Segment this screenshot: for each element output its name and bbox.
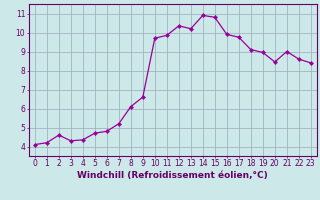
- X-axis label: Windchill (Refroidissement éolien,°C): Windchill (Refroidissement éolien,°C): [77, 171, 268, 180]
